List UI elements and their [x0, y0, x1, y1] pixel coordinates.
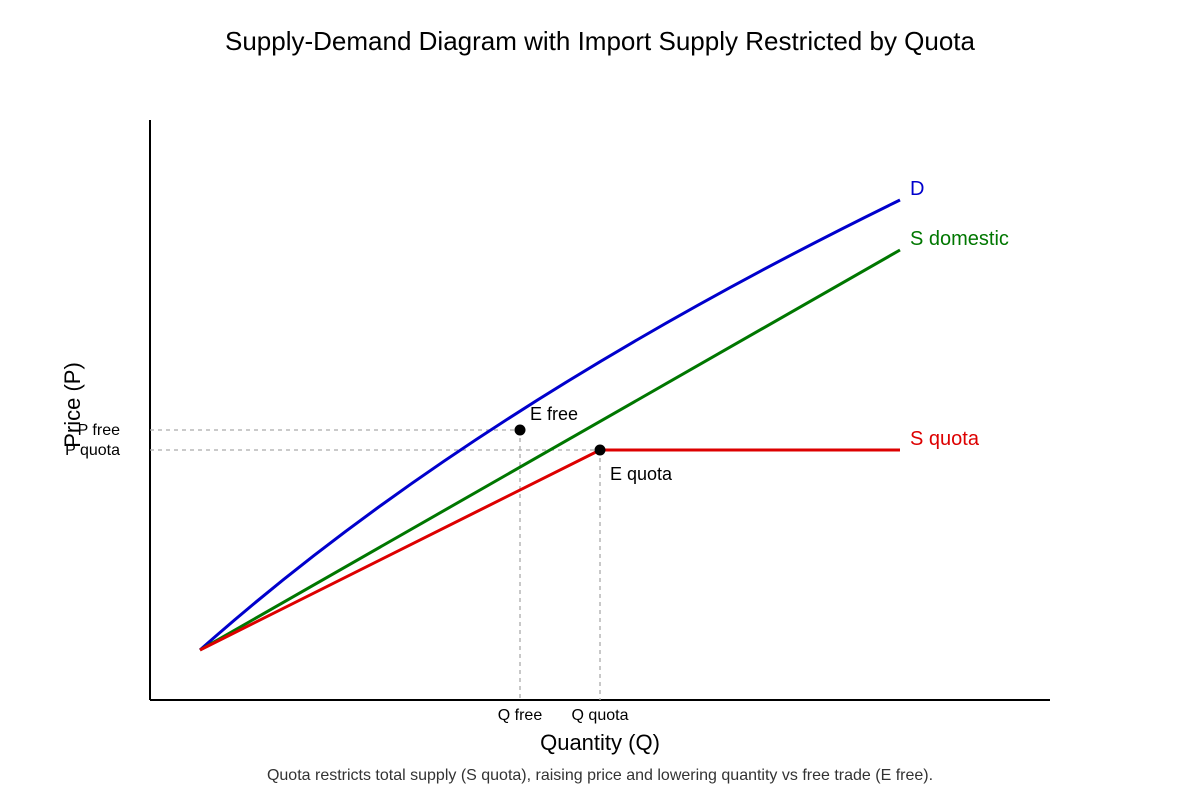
y-axis-label: Price (P) — [60, 362, 85, 448]
domestic-supply-label: S domestic — [910, 228, 1009, 250]
y-tick-p-quota: P quota — [65, 442, 120, 459]
diagram-title: Supply-Demand Diagram with Import Supply… — [225, 26, 976, 56]
quota-equilibrium-label: E quota — [610, 464, 673, 484]
free-trade-equilibrium-label: E free — [530, 404, 578, 424]
domestic-supply-curve — [199, 248, 901, 652]
demand-curve — [199, 198, 901, 652]
x-tick-q-quota: Q quota — [572, 707, 629, 724]
quota-supply-curve — [199, 448, 900, 652]
x-axis-label: Quantity (Q) — [540, 730, 660, 755]
x-tick-q-free: Q free — [498, 707, 543, 724]
quota-equilibrium-point — [594, 444, 606, 456]
free-trade-equilibrium-point — [514, 424, 526, 436]
y-tick-p-free: P free — [78, 422, 121, 439]
demand-curve-label: D — [910, 178, 924, 200]
quota-supply-label: S quota — [910, 428, 980, 450]
diagram-caption: Quota restricts total supply (S quota), … — [267, 767, 933, 784]
